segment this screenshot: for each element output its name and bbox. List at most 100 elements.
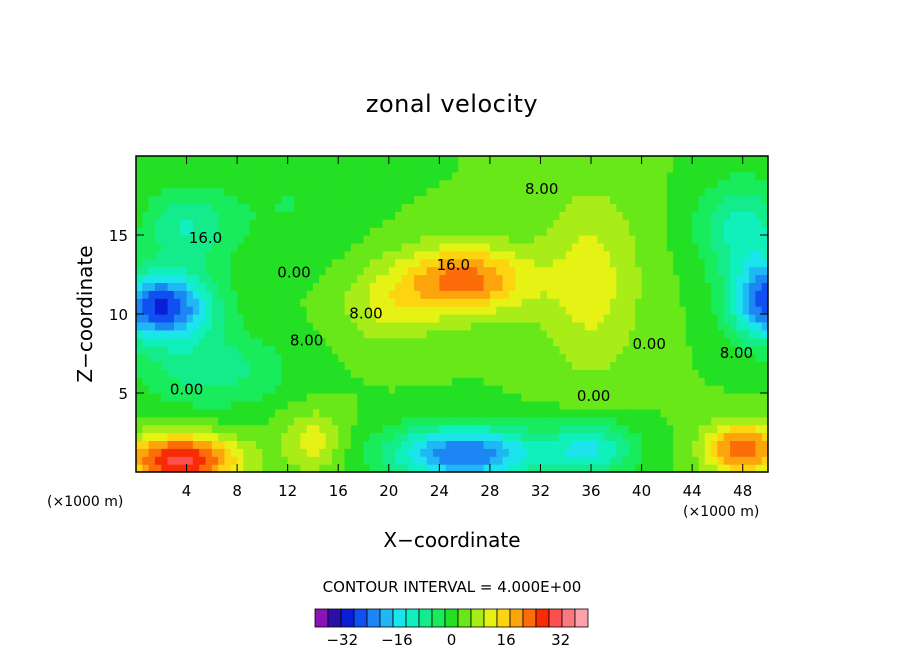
field-cell: [730, 179, 737, 189]
field-cell: [761, 408, 768, 418]
field-cell: [439, 369, 447, 378]
field-cell: [470, 314, 478, 323]
field-cell: [395, 266, 403, 276]
field-cell: [723, 393, 731, 402]
field-cell: [647, 456, 655, 465]
field-cell: [426, 203, 434, 212]
field-cell: [205, 369, 213, 378]
field-cell: [338, 393, 346, 402]
field-cell: [584, 290, 592, 299]
field-cell: [736, 440, 744, 449]
field-cell: [742, 266, 750, 276]
field-cell: [180, 298, 188, 307]
field-cell: [382, 321, 390, 331]
field-cell: [666, 393, 674, 402]
field-cell: [192, 345, 200, 355]
field-cell: [692, 314, 700, 323]
field-cell: [192, 329, 200, 339]
field-cell: [584, 211, 592, 220]
field-cell: [325, 171, 333, 181]
field-cell: [376, 377, 384, 386]
field-cell: [148, 258, 156, 268]
field-cell: [591, 369, 598, 378]
field-cell: [357, 242, 365, 252]
field-cell: [376, 369, 384, 378]
field-cell: [300, 298, 308, 307]
field-cell: [294, 219, 301, 228]
field-cell: [142, 393, 150, 402]
field-cell: [388, 187, 396, 197]
field-cell: [464, 227, 472, 236]
field-cell: [154, 353, 162, 362]
field-cell: [148, 385, 156, 394]
field-cell: [445, 393, 453, 402]
field-cell: [641, 353, 649, 362]
field-cell: [414, 353, 421, 362]
field-cell: [673, 195, 681, 204]
field-cell: [256, 258, 263, 268]
field-cell: [559, 211, 567, 220]
field-cell: [401, 298, 409, 307]
field-cell: [173, 393, 181, 402]
field-cell: [723, 290, 731, 299]
field-cell: [546, 163, 554, 173]
field-cell: [167, 195, 175, 204]
field-cell: [224, 156, 232, 165]
field-cell: [211, 408, 219, 418]
field-cell: [458, 337, 466, 347]
field-cell: [704, 266, 712, 276]
field-cell: [711, 377, 719, 386]
field-cell: [730, 266, 737, 276]
field-cell: [534, 163, 542, 173]
field-cell: [350, 440, 358, 449]
field-cell: [230, 211, 238, 220]
field-cell: [736, 203, 744, 212]
field-cell: [692, 203, 700, 212]
field-cell: [742, 250, 750, 260]
field-cell: [376, 432, 384, 441]
field-cell: [730, 227, 737, 236]
field-cell: [553, 258, 561, 268]
field-cell: [218, 258, 226, 268]
field-cell: [173, 337, 181, 347]
field-cell: [312, 203, 320, 212]
field-cell: [268, 353, 276, 362]
field-cell: [325, 408, 333, 418]
field-cell: [666, 400, 674, 410]
field-cell: [711, 337, 719, 347]
field-cell: [723, 345, 731, 355]
field-cell: [546, 227, 554, 236]
field-cell: [262, 321, 270, 331]
field-cell: [761, 337, 768, 347]
field-cell: [553, 266, 561, 276]
field-cell: [281, 400, 289, 410]
field-cell: [502, 211, 510, 220]
field-cell: [711, 440, 719, 449]
field-cell: [426, 377, 434, 386]
field-cell: [496, 195, 504, 204]
field-cell: [218, 179, 226, 189]
field-cell: [218, 337, 226, 347]
field-cell: [237, 195, 245, 204]
field-cell: [211, 242, 219, 252]
field-cell: [553, 211, 561, 220]
field-cell: [622, 337, 630, 347]
field-cell: [136, 298, 143, 307]
field-cell: [142, 353, 150, 362]
field-cell: [527, 400, 535, 410]
field-cell: [281, 219, 289, 228]
field-cell: [641, 163, 649, 173]
field-cell: [508, 258, 516, 268]
field-cell: [641, 416, 649, 426]
field-cell: [369, 219, 377, 228]
field-cell: [161, 416, 169, 426]
field-cell: [357, 282, 365, 291]
field-cell: [692, 440, 700, 449]
field-cell: [698, 195, 706, 204]
field-cell: [597, 464, 605, 472]
field-cell: [357, 393, 365, 402]
field-cell: [679, 306, 687, 315]
field-cell: [666, 235, 674, 244]
field-cell: [300, 163, 308, 173]
field-cell: [237, 290, 245, 299]
